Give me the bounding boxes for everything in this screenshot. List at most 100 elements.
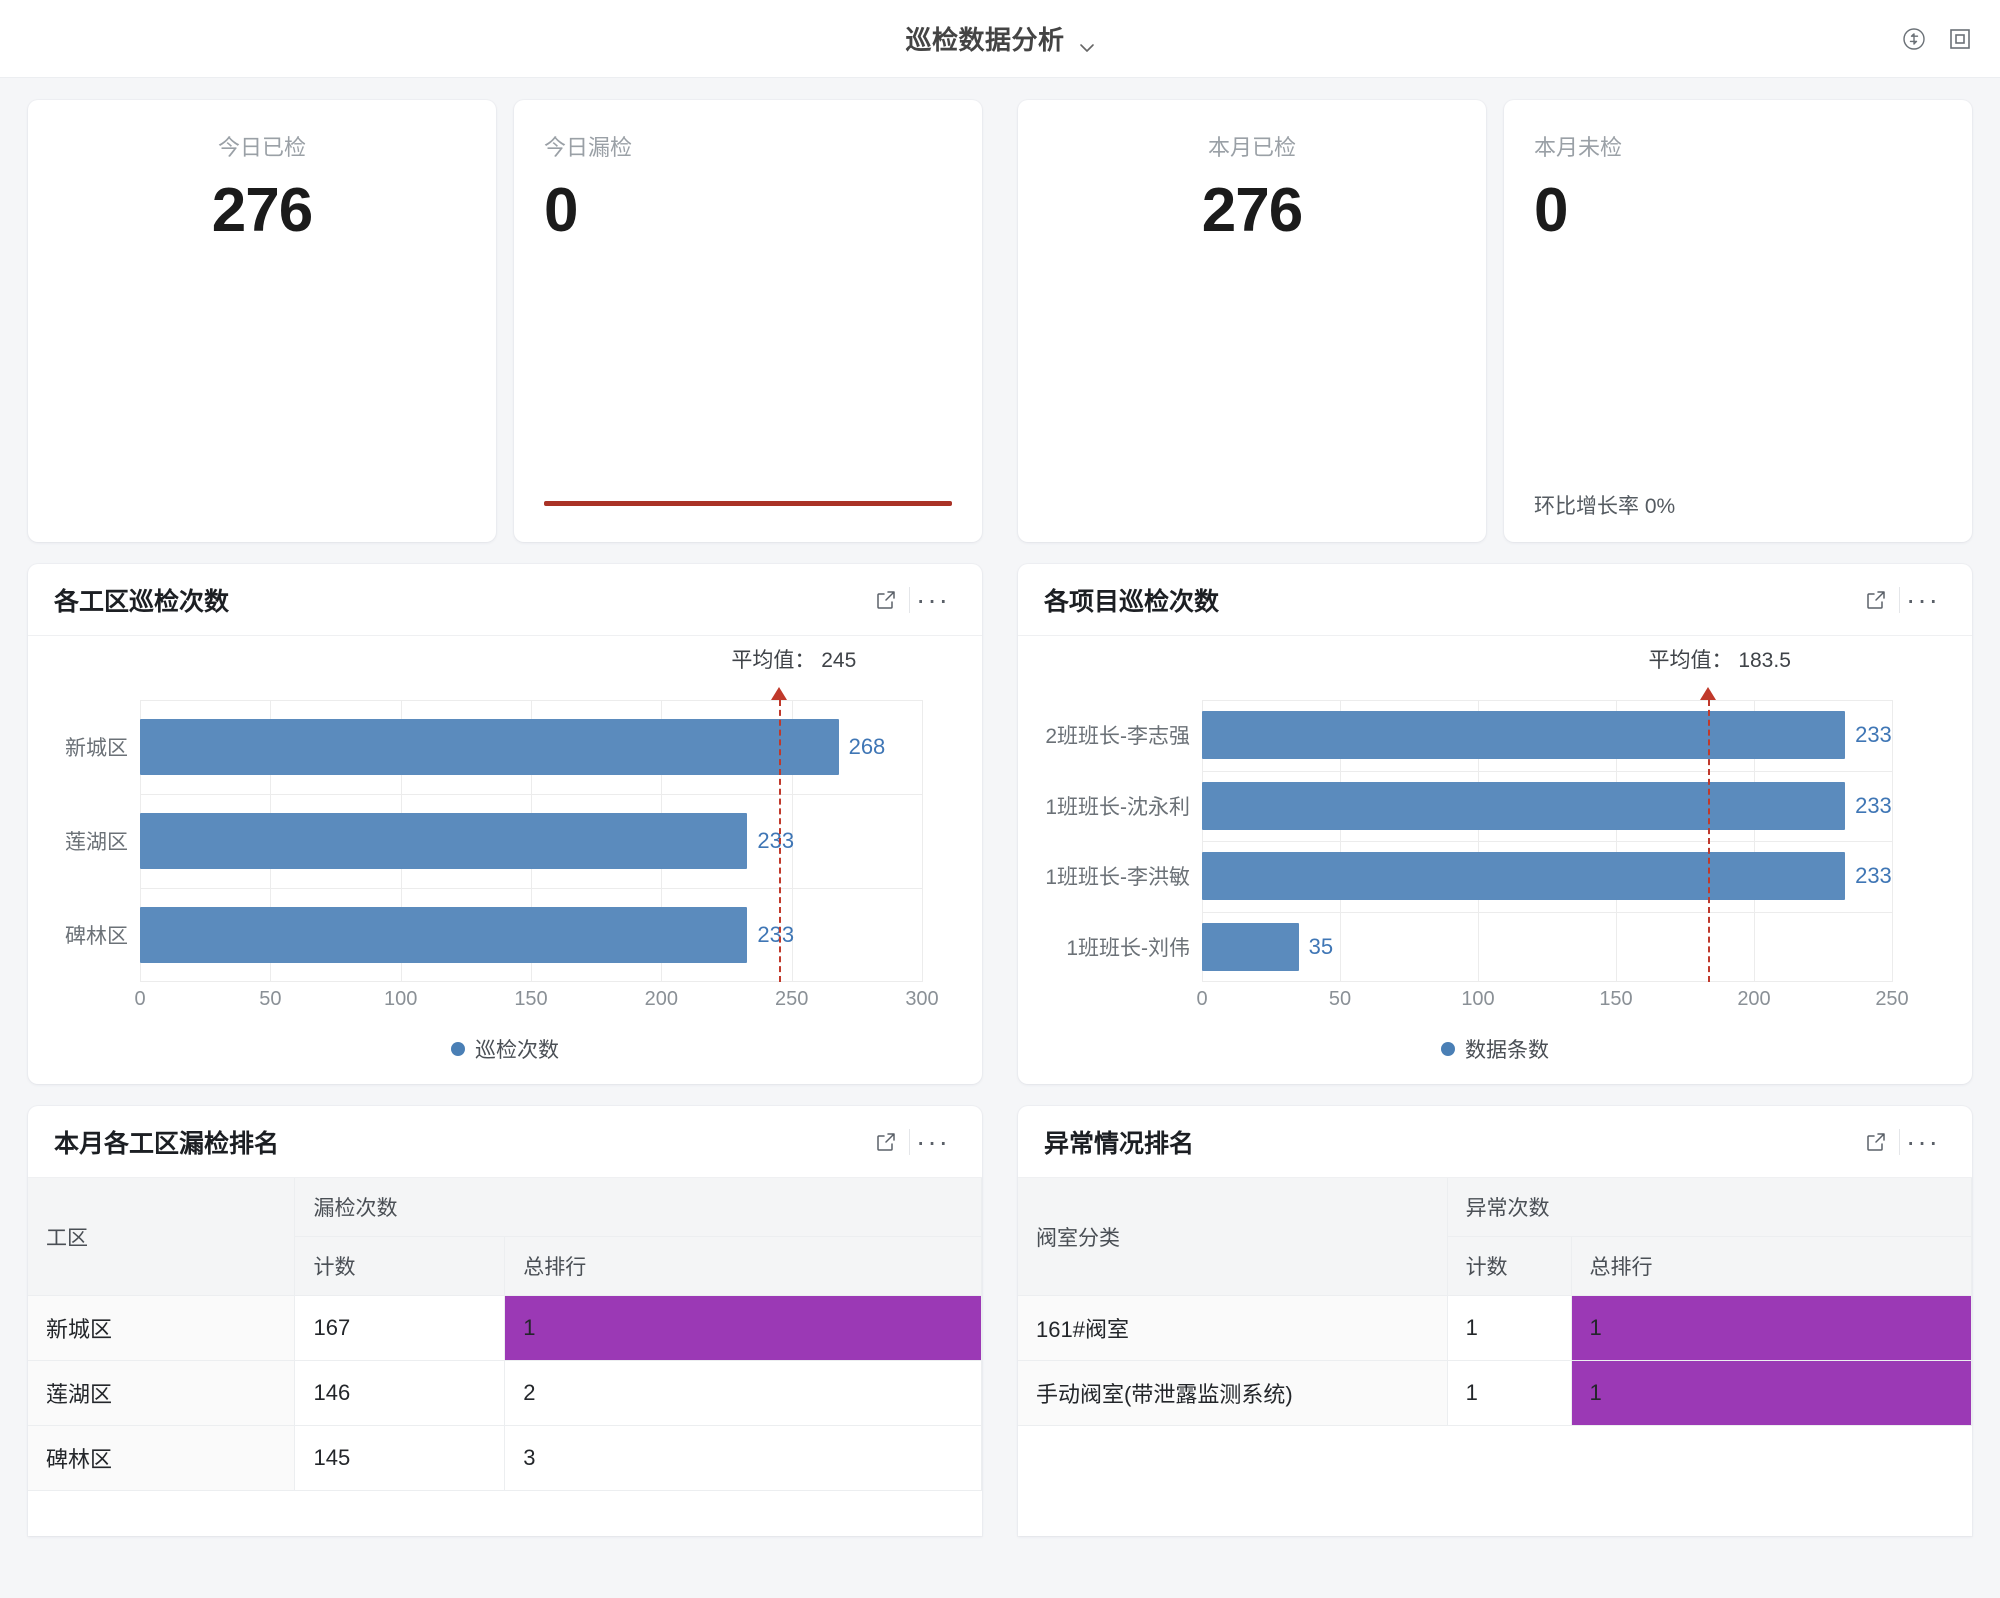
panel-title: 本月各工区漏检排名: [54, 1129, 280, 1158]
table-row[interactable]: 161#阀室 1 1: [1018, 1295, 1972, 1361]
table-row[interactable]: 莲湖区 146 2: [28, 1360, 982, 1426]
average-line: [1708, 700, 1711, 982]
gridlines: [1202, 700, 1893, 982]
chart-canvas[interactable]: 平均值： 245 新城区: [28, 636, 982, 1084]
page-title-group[interactable]: 巡检数据分析: [905, 20, 1094, 57]
column-group-header[interactable]: 漏检次数: [294, 1178, 982, 1237]
kpi-group-today: 今日已检 276 今日漏检 0: [28, 100, 982, 542]
column-header-row-dimension[interactable]: 工区: [28, 1178, 296, 1296]
table-row[interactable]: 碑林区 145 3: [28, 1425, 982, 1491]
chart-card-project-inspections: 各项目巡检次数 ··· 平均值： 183.5: [1018, 564, 1972, 1084]
chevron-down-icon[interactable]: [1079, 32, 1095, 52]
bar-value-label: 233: [1855, 722, 1892, 748]
bar-track: 35: [1202, 912, 1892, 983]
panel-tools: ···: [863, 1122, 956, 1162]
panel-header: 各工区巡检次数 ···: [28, 564, 982, 636]
external-link-icon[interactable]: [1853, 580, 1899, 620]
cell-name: 手动阀室(带泄露监测系统): [1018, 1360, 1448, 1426]
external-link-icon[interactable]: [863, 580, 909, 620]
chart-canvas[interactable]: 平均值： 183.5 2班班长-李志强: [1018, 636, 1972, 1084]
bar-row[interactable]: 2班班长-李志强 233: [1042, 700, 1892, 771]
column-header-rank[interactable]: 总排行: [504, 1236, 982, 1296]
bar-value-label: 35: [1308, 933, 1334, 959]
more-options-icon[interactable]: ···: [1906, 583, 1940, 615]
legend-marker-icon: [451, 1042, 465, 1056]
table-header-row-1: 阀室分类 异常次数: [1018, 1178, 1972, 1296]
table-header-row-2: 计数 总排行: [28, 1236, 982, 1296]
column-header-count[interactable]: 计数: [1447, 1236, 1572, 1296]
header-actions: [1900, 25, 1974, 53]
average-label: 平均值： 245: [731, 649, 857, 672]
x-tick: 100: [383, 988, 418, 1010]
cell-rank: 1: [1571, 1295, 1972, 1361]
column-header-row-dimension[interactable]: 阀室分类: [1018, 1178, 1448, 1296]
kpi-group-divider: [982, 100, 1018, 542]
panel-title: 各项目巡检次数: [1044, 587, 1220, 616]
cell-count: 1: [1447, 1360, 1572, 1426]
cell-name: 161#阀室: [1018, 1295, 1448, 1361]
bar-category-label: 莲湖区: [65, 830, 128, 854]
kpi-card-month-checked[interactable]: 本月已检 276: [1018, 100, 1486, 542]
bar-row[interactable]: 1班班长-李洪敏 233: [1042, 841, 1892, 912]
kpi-card-month-unchecked[interactable]: 本月未检 0 环比增长率 0%: [1504, 100, 1972, 542]
kpi-card-today-missed[interactable]: 今日漏检 0: [514, 100, 982, 542]
bar-row[interactable]: 新城区 268: [52, 700, 922, 794]
x-tick: 200: [644, 988, 679, 1010]
bar-row[interactable]: 1班班长-沈永利 233: [1042, 771, 1892, 842]
table-header-row-2: 计数 总排行: [1018, 1236, 1972, 1296]
tool-divider: [909, 586, 910, 613]
bar[interactable]: [140, 718, 839, 775]
kpi-footer-growth-rate: 环比增长率 0%: [1534, 495, 1676, 518]
bar-value-label: 233: [757, 921, 795, 947]
column-header-rank[interactable]: 总排行: [1571, 1236, 1972, 1296]
bar-track: 233: [1202, 700, 1892, 771]
bar[interactable]: [1202, 781, 1846, 830]
table-card-missed-inspection-ranking: 本月各工区漏检排名 ··· 工区 漏检次数 计数: [28, 1106, 982, 1536]
data-table: 工区 漏检次数 计数 总排行 新城区 167 1 莲湖区: [28, 1178, 982, 1491]
x-axis: 0 50 100 150 200 250 300: [134, 982, 938, 1022]
plot-area: 2班班长-李志强 233 1班班长-沈永利 233: [1045, 687, 1893, 982]
column-header-count[interactable]: 计数: [294, 1236, 506, 1296]
bar[interactable]: [1202, 711, 1846, 760]
x-tick: 50: [259, 988, 282, 1010]
external-link-icon[interactable]: [863, 1122, 909, 1162]
table-card-abnormal-ranking: 异常情况排名 ··· 阀室分类 异常次数 计数: [1018, 1106, 1972, 1536]
bar-row[interactable]: 碑林区 233: [52, 888, 922, 982]
bar-row[interactable]: 1班班长-刘伟 35: [1042, 912, 1892, 983]
bar-value-label: 233: [757, 827, 795, 853]
bar-category-label: 2班班长-李志强: [1045, 725, 1190, 749]
x-tick: 200: [1737, 988, 1771, 1010]
tool-divider: [1899, 586, 1900, 613]
x-tick: 250: [1875, 988, 1909, 1010]
average-arrow-icon: [770, 687, 787, 700]
x-axis: 0 50 100 150 200 250: [1196, 982, 1908, 1022]
more-options-icon[interactable]: ···: [1906, 1125, 1940, 1157]
bar-track: 268: [140, 700, 922, 794]
chart-legend[interactable]: 数据条数: [1042, 1034, 1948, 1064]
cell-name: 新城区: [28, 1295, 296, 1361]
x-tick: 50: [1328, 988, 1352, 1010]
currency-exchange-icon[interactable]: [1900, 25, 1928, 53]
cell-rank: 1: [504, 1295, 982, 1361]
bar-category-label: 1班班长-李洪敏: [1045, 866, 1190, 890]
panel-tools: ···: [1853, 580, 1946, 620]
bar[interactable]: [1202, 852, 1846, 901]
bar[interactable]: [140, 906, 748, 963]
more-options-icon[interactable]: ···: [916, 583, 950, 615]
chart-legend[interactable]: 巡检次数: [52, 1034, 958, 1064]
bar-track: 233: [140, 794, 922, 888]
table-header-row-1: 工区 漏检次数: [28, 1178, 982, 1296]
bar-row[interactable]: 莲湖区 233: [52, 794, 922, 888]
table-row[interactable]: 新城区 167 1: [28, 1295, 982, 1361]
bar[interactable]: [1202, 922, 1299, 971]
stop-square-icon[interactable]: [1946, 25, 1974, 53]
kpi-card-today-checked[interactable]: 今日已检 276: [28, 100, 496, 542]
chart-row: 各工区巡检次数 ··· 平均值： 245: [28, 564, 1972, 1084]
tool-divider: [909, 1128, 910, 1155]
average-arrow-icon: [1700, 687, 1717, 700]
external-link-icon[interactable]: [1853, 1122, 1899, 1162]
bar[interactable]: [140, 812, 748, 869]
table-row[interactable]: 手动阀室(带泄露监测系统) 1 1: [1018, 1360, 1972, 1426]
column-group-header[interactable]: 异常次数: [1447, 1178, 1972, 1237]
more-options-icon[interactable]: ···: [916, 1125, 950, 1157]
